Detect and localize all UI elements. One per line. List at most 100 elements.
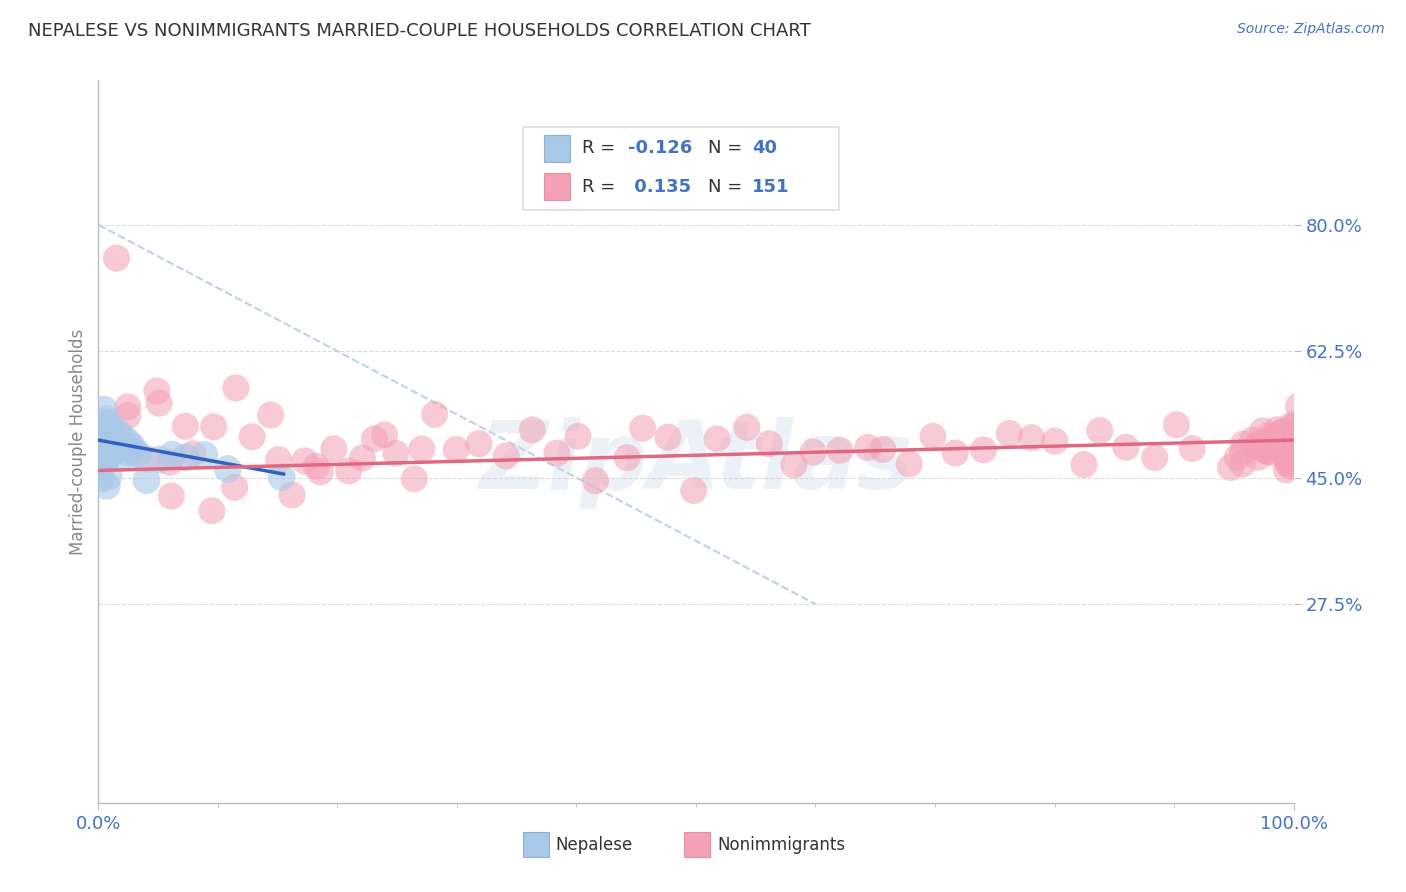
Point: [93, 438, 115, 452]
Point: [1253, 442, 1275, 457]
Point: [97, 425, 120, 439]
Point: [1272, 431, 1295, 445]
Point: [468, 436, 491, 450]
Point: [943, 446, 966, 460]
Point: [1288, 440, 1310, 454]
Point: [1272, 444, 1295, 458]
Point: [495, 449, 517, 463]
Point: [828, 443, 851, 458]
Point: [148, 452, 170, 467]
FancyBboxPatch shape: [685, 831, 710, 857]
Point: [1279, 448, 1302, 462]
Point: [1241, 433, 1264, 447]
Text: -0.126: -0.126: [628, 139, 692, 157]
Point: [1281, 434, 1303, 448]
Text: 0.135: 0.135: [628, 178, 690, 195]
Point: [98, 425, 121, 440]
Point: [1282, 440, 1305, 454]
Point: [585, 474, 607, 488]
FancyBboxPatch shape: [523, 831, 548, 857]
Point: [1282, 450, 1305, 464]
Point: [1232, 457, 1254, 471]
Point: [423, 407, 446, 421]
Point: [93, 402, 115, 417]
Point: [1279, 420, 1302, 434]
Point: [1043, 434, 1066, 449]
Point: [1271, 425, 1294, 440]
Point: [105, 442, 128, 456]
Point: [1115, 440, 1137, 454]
Point: [117, 400, 139, 414]
Point: [1278, 452, 1301, 467]
Point: [281, 488, 304, 502]
Point: [125, 446, 148, 460]
Point: [411, 442, 433, 456]
Point: [160, 489, 183, 503]
Point: [1270, 434, 1292, 449]
Point: [1284, 454, 1306, 468]
Point: [1281, 442, 1303, 457]
Point: [616, 450, 638, 465]
Text: NEPALESE VS NONIMMIGRANTS MARRIED-COUPLE HOUSEHOLDS CORRELATION CHART: NEPALESE VS NONIMMIGRANTS MARRIED-COUPLE…: [28, 22, 811, 40]
Point: [1277, 432, 1299, 446]
Point: [162, 448, 184, 462]
Point: [1232, 445, 1254, 459]
Point: [117, 445, 139, 459]
Point: [117, 409, 139, 423]
Point: [1232, 437, 1254, 451]
Point: [146, 384, 169, 398]
Point: [1088, 424, 1111, 438]
Point: [1288, 431, 1310, 445]
Point: [337, 464, 360, 478]
Point: [202, 419, 225, 434]
Point: [135, 473, 157, 487]
Point: [1279, 448, 1302, 462]
Point: [94, 453, 117, 467]
Point: [1279, 434, 1302, 449]
Point: [363, 432, 385, 446]
Point: [1247, 436, 1270, 450]
Point: [1277, 451, 1299, 466]
Point: [181, 447, 204, 461]
Text: 40: 40: [752, 139, 778, 157]
Point: [374, 428, 396, 442]
Point: [567, 429, 589, 443]
Point: [1281, 452, 1303, 467]
Point: [98, 420, 121, 434]
Text: R =: R =: [582, 178, 627, 195]
Point: [758, 437, 780, 451]
Point: [1271, 425, 1294, 439]
Point: [94, 412, 117, 426]
Point: [1143, 450, 1166, 465]
Y-axis label: Married-couple Households: Married-couple Households: [69, 328, 87, 555]
Point: [117, 434, 139, 449]
Point: [267, 452, 290, 467]
Point: [1270, 435, 1292, 450]
Point: [1272, 447, 1295, 461]
Point: [1275, 463, 1298, 477]
Point: [1275, 438, 1298, 452]
Point: [385, 446, 408, 460]
Point: [1284, 449, 1306, 463]
Point: [93, 448, 115, 462]
Point: [1278, 441, 1301, 455]
Point: [217, 462, 239, 476]
Point: [1265, 437, 1288, 451]
Point: [1284, 419, 1306, 434]
Point: [1258, 428, 1281, 442]
Point: [1277, 430, 1299, 444]
Point: [1226, 450, 1249, 465]
Text: 151: 151: [752, 178, 790, 195]
Point: [1244, 439, 1267, 453]
Point: [998, 426, 1021, 441]
Point: [1275, 446, 1298, 460]
Point: [225, 381, 247, 395]
Point: [104, 441, 127, 455]
Text: R =: R =: [582, 139, 621, 157]
Point: [1298, 442, 1320, 456]
Point: [404, 472, 426, 486]
Point: [922, 429, 945, 443]
Point: [682, 483, 704, 498]
Point: [856, 441, 879, 455]
Point: [91, 458, 114, 473]
